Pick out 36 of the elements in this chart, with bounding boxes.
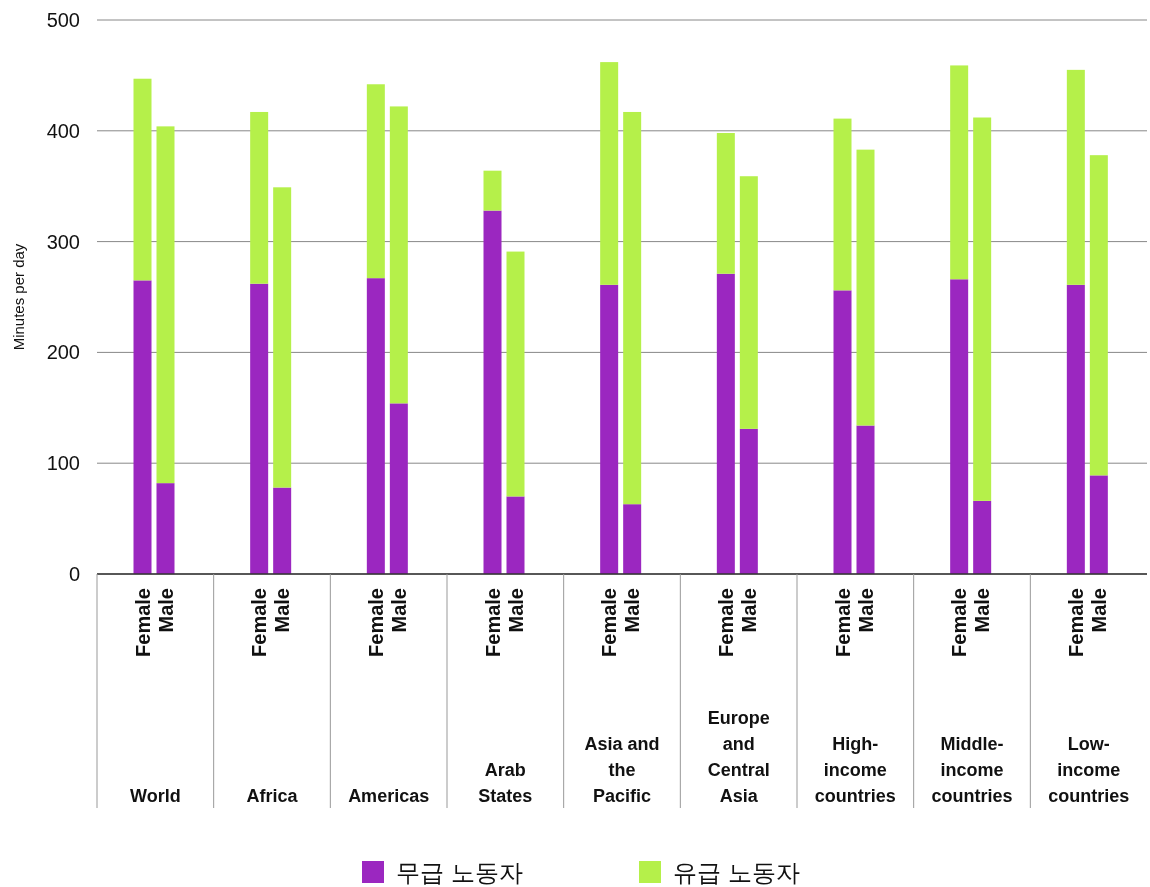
y-tick-label: 400 [46,119,80,142]
x-tick-label: Female [248,588,271,657]
x-tick-label: Male [1087,588,1110,633]
text: Low-income countries [1048,734,1130,806]
text: Americas [348,786,430,806]
x-tick-label: Male [854,588,877,633]
x-tick-label: Female [364,588,387,657]
x-tick-label: Female [598,588,621,657]
y-tick-label: 0 [68,563,80,585]
x-tick-label: Male [387,588,410,633]
text: Asia and the Pacific [584,734,660,806]
text: Africa [246,786,299,806]
x-tick-label: Female [948,588,971,657]
text: World [130,786,181,806]
x-tick-label: Male [737,588,760,633]
x-tick-label: Female [481,588,504,657]
x-tick-label: Male [154,588,177,633]
text: Arab States [478,760,533,806]
x-tick-label: Male [971,588,994,633]
legend-label: 무급 노동자 [396,859,523,886]
text: Europe and Central Asia [707,708,770,806]
x-tick-label: Male [621,588,644,633]
x-tick-label: Female [831,588,854,657]
x-tick-label: Female [131,588,154,657]
text: High-income countries [814,734,896,806]
y-tick-label: 300 [46,230,80,253]
y-axis-title: Minutes per day [10,243,27,351]
x-tick-label: Female [1064,588,1087,657]
x-tick-label: Male [504,588,527,633]
x-tick-label: Male [271,588,294,633]
y-tick-label: 500 [46,9,80,31]
text: Middle-income countries [931,734,1013,806]
x-tick-label: Female [714,588,737,657]
y-tick-label: 100 [46,452,80,475]
y-tick-label: 200 [46,341,80,364]
legend-label: 유급 노동자 [673,859,800,886]
